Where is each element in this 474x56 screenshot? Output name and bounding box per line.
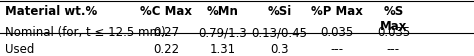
Text: %S
Max: %S Max <box>380 5 407 33</box>
Text: Material wt.%: Material wt.% <box>5 5 97 18</box>
Text: 1.31: 1.31 <box>210 43 236 56</box>
Text: 0.13/0.45: 0.13/0.45 <box>252 26 308 39</box>
Text: %Si: %Si <box>267 5 292 18</box>
Text: Used: Used <box>5 43 34 56</box>
Text: 0.27: 0.27 <box>153 26 179 39</box>
Text: %Mn: %Mn <box>207 5 239 18</box>
Text: %P Max: %P Max <box>310 5 363 18</box>
Text: ---: --- <box>387 43 400 56</box>
Text: 0.22: 0.22 <box>153 43 179 56</box>
Text: 0.79/1.3: 0.79/1.3 <box>199 26 247 39</box>
Text: 0.3: 0.3 <box>270 43 289 56</box>
Text: 0.035: 0.035 <box>377 26 410 39</box>
Text: %C Max: %C Max <box>140 5 192 18</box>
Text: Nominal (for, t ≤ 12.5 mm): Nominal (for, t ≤ 12.5 mm) <box>5 26 165 39</box>
Text: 0.035: 0.035 <box>320 26 353 39</box>
Text: ---: --- <box>330 43 343 56</box>
